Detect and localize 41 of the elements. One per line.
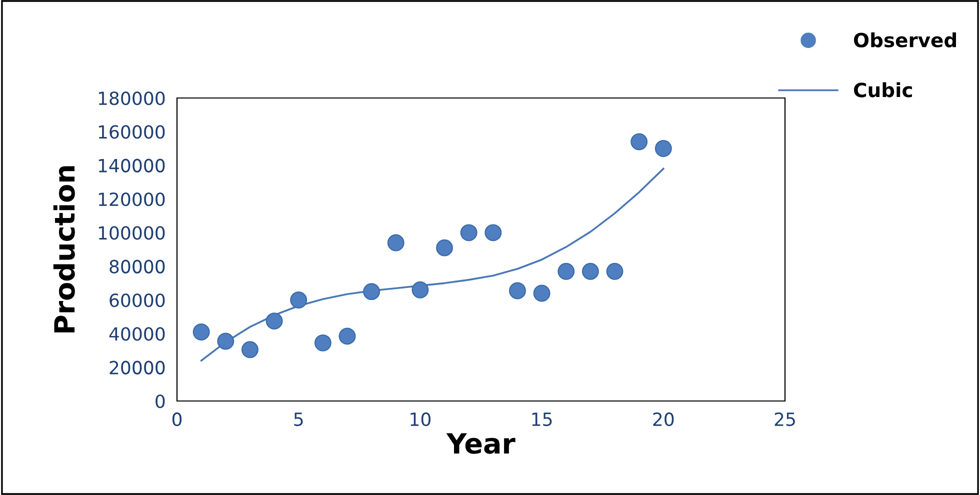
x-tick-label: 15 (532, 412, 552, 426)
point (192, 324, 210, 340)
point (558, 262, 575, 280)
point (217, 332, 234, 350)
point (460, 224, 478, 242)
point (241, 341, 258, 358)
x-axis-title: Year (446, 433, 516, 454)
legend-label: Cubic (854, 82, 912, 98)
point (436, 239, 453, 256)
point (630, 133, 648, 150)
line-series (200, 168, 664, 362)
y-tick-label: 40000 (109, 327, 165, 341)
x-tick-label: 25 (774, 412, 795, 426)
point (509, 282, 526, 300)
point (387, 234, 404, 252)
point (412, 281, 429, 298)
point (582, 262, 599, 280)
legend-label: Observed (854, 32, 956, 48)
x-tick-label: 20 (653, 412, 674, 426)
point (338, 328, 356, 345)
x-tick-label: 10 (410, 412, 430, 426)
point (314, 334, 332, 352)
x-tick-label: 5 (294, 412, 303, 426)
point (266, 312, 283, 330)
y-tick-label: 60000 (110, 293, 165, 308)
y-tick-label: 0 (156, 394, 165, 408)
point (533, 284, 550, 302)
point (363, 283, 380, 300)
y-tick-label: 120000 (98, 192, 165, 206)
y-tick-label: 180000 (98, 91, 165, 106)
y-tick-label: 80000 (110, 260, 165, 274)
y-tick-label: 20000 (110, 360, 165, 374)
point (484, 224, 502, 242)
point (290, 292, 308, 308)
y-tick-label: 160000 (98, 125, 165, 139)
y-axis-title: Production (53, 166, 75, 332)
point (654, 140, 672, 157)
y-tick-label: 140000 (98, 158, 165, 172)
point (606, 262, 624, 280)
y-tick-label: 100000 (98, 226, 165, 240)
x-tick-label: 0 (172, 412, 182, 426)
